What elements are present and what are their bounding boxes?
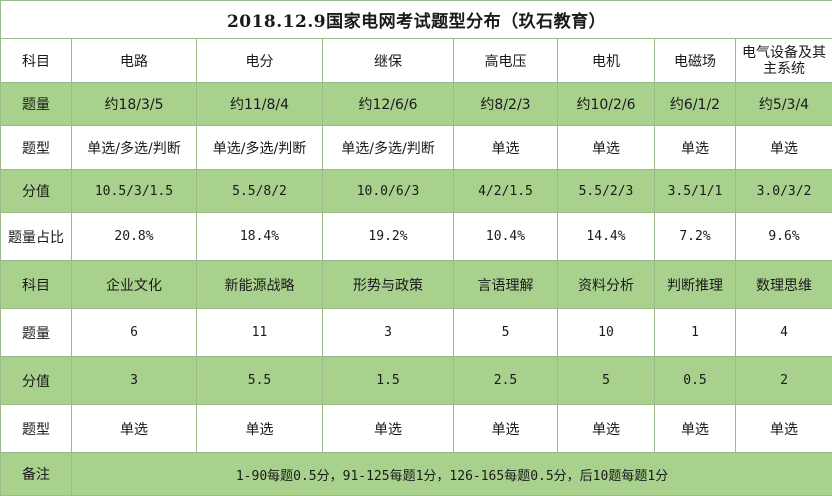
subject-cell: 新能源战略: [196, 260, 323, 309]
score-cell: 2: [734, 356, 832, 405]
score-row-2: 分值 3 5.5 1.5 2.5 5 0.5 2: [0, 356, 832, 405]
count-row-2: 题量 6 11 3 5 10 1 4: [0, 308, 832, 357]
notes-label: 备注: [0, 452, 72, 496]
count-row: 题量 约18/3/5 约11/8/4 约12/6/6 约8/2/3 约10/2/…: [0, 82, 832, 126]
subject-header-row-2: 科目 企业文化 新能源战略 形势与政策 言语理解 资料分析 判断推理 数理思维: [0, 260, 832, 309]
count-cell: 约10/2/6: [557, 82, 655, 126]
row-label: 题量: [0, 308, 72, 357]
subject-cell: 电气设备及其主系统: [734, 38, 832, 83]
row-label: 分值: [0, 169, 72, 213]
subject-cell: 言语理解: [453, 260, 558, 309]
type-cell: 单选: [654, 125, 736, 170]
count-cell: 约8/2/3: [453, 82, 558, 126]
type-cell: 单选: [453, 125, 558, 170]
type-cell: 单选/多选/判断: [322, 125, 454, 170]
subject-cell: 电机: [557, 38, 655, 83]
subject-cell: 资料分析: [557, 260, 655, 309]
type-row: 题型 单选/多选/判断 单选/多选/判断 单选/多选/判断 单选 单选 单选 单…: [0, 125, 832, 170]
type-cell: 单选: [557, 404, 655, 453]
type-row-2: 题型 单选 单选 单选 单选 单选 单选 单选: [0, 404, 832, 453]
score-cell: 5.5: [196, 356, 323, 405]
count-cell: 11: [196, 308, 323, 357]
score-cell: 2.5: [453, 356, 558, 405]
count-cell: 6: [71, 308, 197, 357]
score-cell: 5.5/2/3: [557, 169, 655, 213]
score-cell: 3.0/3/2: [734, 169, 832, 213]
ratio-cell: 10.4%: [453, 212, 558, 261]
row-label: 题型: [0, 125, 72, 170]
score-cell: 4/2/1.5: [453, 169, 558, 213]
notes-text: 1-90每题0.5分，91-125每题1分，126-165每题0.5分，后10题…: [70, 452, 832, 496]
count-cell: 1: [654, 308, 736, 357]
count-cell: 约18/3/5: [71, 82, 197, 126]
type-cell: 单选: [196, 404, 323, 453]
subject-cell: 电路: [71, 38, 197, 83]
score-cell: 10.0/6/3: [322, 169, 454, 213]
score-cell: 5.5/8/2: [196, 169, 323, 213]
score-cell: 3: [71, 356, 197, 405]
table-title: 2018.12.9国家电网考试题型分布（玖石教育）: [0, 0, 832, 39]
type-cell: 单选: [71, 404, 197, 453]
subject-cell: 继保: [322, 38, 454, 83]
row-label: 题量: [0, 82, 72, 126]
ratio-cell: 19.2%: [322, 212, 454, 261]
score-cell: 0.5: [654, 356, 736, 405]
title-row: 2018.12.9国家电网考试题型分布（玖石教育）: [0, 0, 832, 39]
ratio-row: 题量占比 20.8% 18.4% 19.2% 10.4% 14.4% 7.2% …: [0, 212, 832, 261]
count-cell: 4: [734, 308, 832, 357]
score-cell: 10.5/3/1.5: [71, 169, 197, 213]
count-cell: 约12/6/6: [322, 82, 454, 126]
ratio-cell: 14.4%: [557, 212, 655, 261]
score-cell: 3.5/1/1: [654, 169, 736, 213]
ratio-cell: 7.2%: [654, 212, 736, 261]
subject-cell: 判断推理: [654, 260, 736, 309]
subject-cell: 电分: [196, 38, 323, 83]
type-cell: 单选: [654, 404, 736, 453]
row-label: 题量占比: [0, 212, 72, 261]
subject-cell: 电磁场: [654, 38, 736, 83]
type-cell: 单选: [734, 125, 832, 170]
notes-row: 备注 1-90每题0.5分，91-125每题1分，126-165每题0.5分，后…: [0, 452, 832, 496]
type-cell: 单选/多选/判断: [71, 125, 197, 170]
count-cell: 3: [322, 308, 454, 357]
score-cell: 1.5: [322, 356, 454, 405]
subject-cell: 数理思维: [734, 260, 832, 309]
ratio-cell: 18.4%: [196, 212, 323, 261]
count-cell: 约5/3/4: [734, 82, 832, 126]
row-label: 分值: [0, 356, 72, 405]
type-cell: 单选/多选/判断: [196, 125, 323, 170]
count-cell: 约6/1/2: [654, 82, 736, 126]
count-cell: 10: [557, 308, 655, 357]
score-cell: 5: [557, 356, 655, 405]
type-cell: 单选: [453, 404, 558, 453]
count-cell: 约11/8/4: [196, 82, 323, 126]
ratio-cell: 20.8%: [71, 212, 197, 261]
subject-cell: 形势与政策: [322, 260, 454, 309]
subject-cell: 高电压: [453, 38, 558, 83]
score-row: 分值 10.5/3/1.5 5.5/8/2 10.0/6/3 4/2/1.5 5…: [0, 169, 832, 213]
type-cell: 单选: [557, 125, 655, 170]
type-cell: 单选: [322, 404, 454, 453]
row-label: 科目: [0, 38, 72, 83]
count-cell: 5: [453, 308, 558, 357]
type-cell: 单选: [734, 404, 832, 453]
ratio-cell: 9.6%: [734, 212, 832, 261]
row-label: 题型: [0, 404, 72, 453]
subject-header-row: 科目 电路 电分 继保 高电压 电机 电磁场 电气设备及其主系统: [0, 38, 832, 83]
subject-cell: 企业文化: [71, 260, 197, 309]
row-label: 科目: [0, 260, 72, 309]
